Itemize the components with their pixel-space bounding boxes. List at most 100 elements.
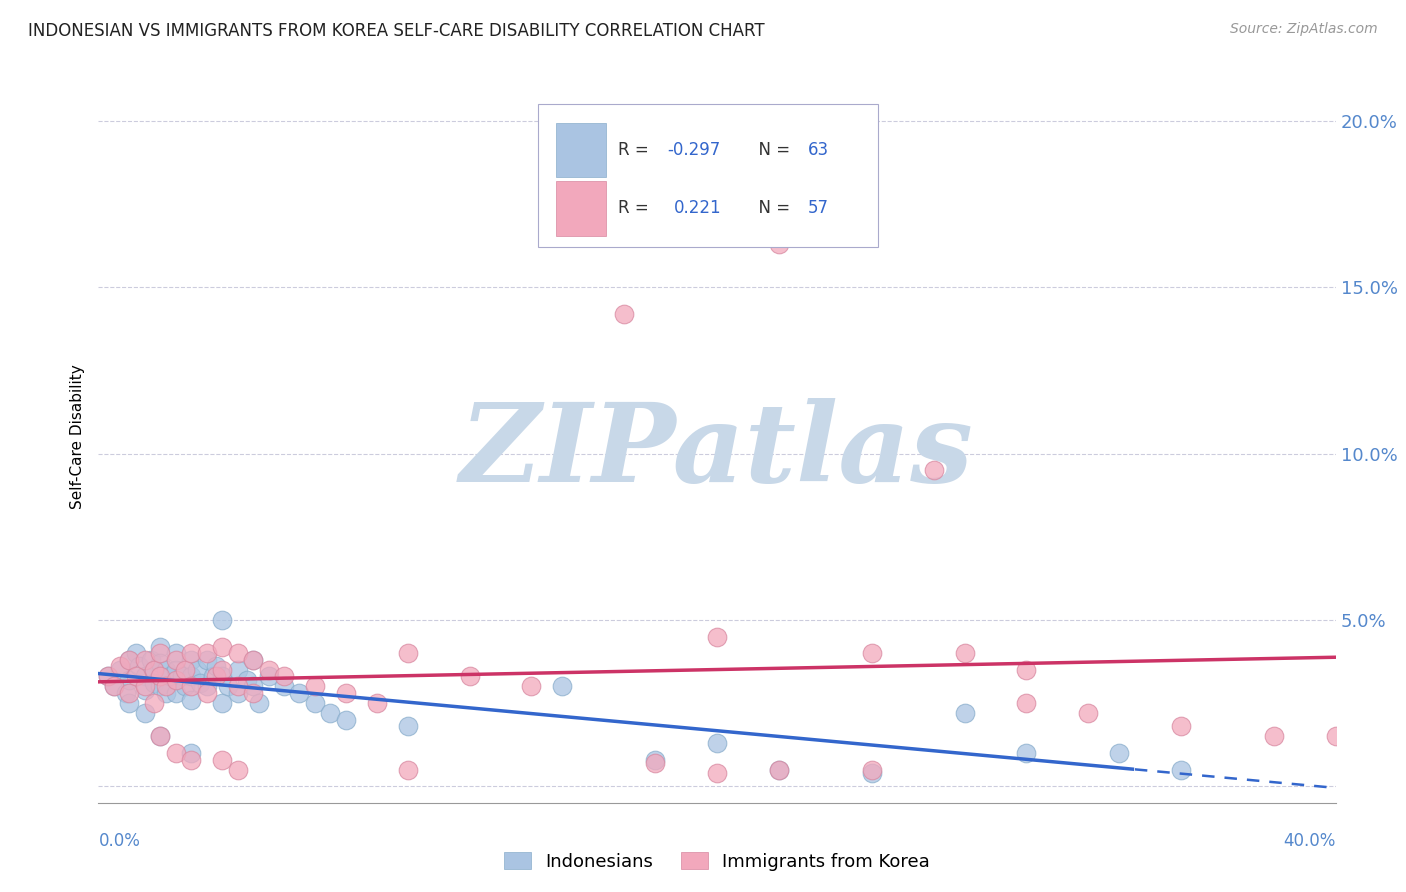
Point [149, 646, 172, 660]
Text: N =: N = [748, 199, 796, 217]
Text: N =: N = [748, 141, 796, 159]
Point [458, 669, 481, 683]
Point [768, 237, 790, 252]
Point [211, 613, 233, 627]
Point [768, 763, 790, 777]
Point [953, 706, 976, 720]
Text: INDONESIAN VS IMMIGRANTS FROM KOREA SELF-CARE DISABILITY CORRELATION CHART: INDONESIAN VS IMMIGRANTS FROM KOREA SELF… [28, 22, 765, 40]
Point [134, 653, 156, 667]
Text: -0.297: -0.297 [668, 141, 721, 159]
Point [1015, 746, 1038, 760]
Point [226, 646, 249, 660]
Point [1108, 746, 1130, 760]
Point [155, 686, 177, 700]
Point [1170, 719, 1192, 733]
Point [1077, 706, 1099, 720]
Point [644, 756, 666, 770]
Point [335, 713, 357, 727]
Point [103, 680, 125, 694]
Point [860, 765, 883, 780]
Point [226, 763, 249, 777]
Point [165, 646, 187, 660]
Point [217, 680, 239, 694]
Point [242, 686, 264, 700]
Point [97, 669, 120, 683]
Point [304, 696, 326, 710]
Point [242, 680, 264, 694]
Point [108, 663, 131, 677]
Point [520, 680, 543, 694]
Point [180, 653, 202, 667]
Point [143, 663, 166, 677]
Point [143, 696, 166, 710]
Point [236, 673, 259, 687]
Point [211, 669, 233, 683]
Point [115, 686, 138, 700]
Point [706, 736, 728, 750]
Legend: Indonesians, Immigrants from Korea: Indonesians, Immigrants from Korea [496, 846, 938, 878]
Point [211, 696, 233, 710]
Point [124, 669, 146, 683]
Text: R =: R = [619, 141, 654, 159]
Point [195, 653, 218, 667]
Point [134, 680, 156, 694]
Point [170, 669, 193, 683]
Point [768, 763, 790, 777]
Text: 0.221: 0.221 [673, 199, 721, 217]
Point [124, 646, 146, 660]
Point [1170, 763, 1192, 777]
Point [860, 646, 883, 660]
Text: Source: ZipAtlas.com: Source: ZipAtlas.com [1230, 22, 1378, 37]
Point [159, 669, 181, 683]
Point [118, 653, 141, 667]
Text: 63: 63 [807, 141, 828, 159]
Point [211, 663, 233, 677]
Point [195, 686, 218, 700]
Text: R =: R = [619, 199, 654, 217]
Point [134, 706, 156, 720]
Point [149, 669, 172, 683]
Point [922, 463, 945, 477]
Point [155, 663, 177, 677]
Point [180, 746, 202, 760]
Point [155, 680, 177, 694]
Point [1324, 729, 1347, 743]
Point [860, 763, 883, 777]
Point [644, 753, 666, 767]
Point [205, 659, 228, 673]
Point [226, 686, 249, 700]
Point [211, 753, 233, 767]
Text: 0.0%: 0.0% [98, 832, 141, 850]
Point [165, 746, 187, 760]
Point [149, 640, 172, 654]
Point [165, 686, 187, 700]
Text: ZIPatlas: ZIPatlas [460, 398, 974, 506]
Point [273, 680, 295, 694]
Point [195, 646, 218, 660]
Y-axis label: Self-Care Disability: Self-Care Disability [70, 365, 86, 509]
Point [180, 753, 202, 767]
Point [257, 669, 280, 683]
Point [143, 663, 166, 677]
Point [551, 680, 574, 694]
Point [396, 646, 419, 660]
Point [211, 640, 233, 654]
Point [319, 706, 342, 720]
Point [118, 696, 141, 710]
Point [186, 663, 208, 677]
Point [149, 729, 172, 743]
Point [1015, 663, 1038, 677]
Point [613, 307, 636, 321]
Point [108, 659, 131, 673]
Point [149, 680, 172, 694]
Point [195, 680, 218, 694]
Point [242, 653, 264, 667]
Point [165, 653, 187, 667]
Point [247, 696, 270, 710]
Point [97, 669, 120, 683]
Point [1263, 729, 1285, 743]
Point [180, 646, 202, 660]
Text: 57: 57 [807, 199, 828, 217]
Point [304, 680, 326, 694]
Point [226, 663, 249, 677]
